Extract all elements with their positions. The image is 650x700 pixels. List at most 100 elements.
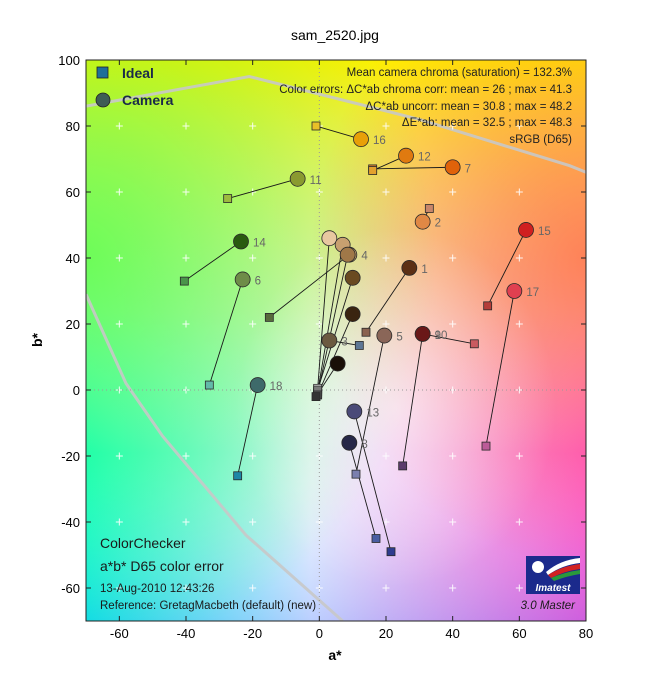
patch-label: 12 [418,152,431,164]
x-tick-label: 80 [579,626,593,641]
ideal-point [351,469,361,479]
camera-point [414,325,431,342]
y-tick-label: -60 [61,581,80,596]
grid-marker [182,122,190,130]
grid-marker [382,320,390,328]
grid-marker [515,320,523,328]
grid-marker [115,254,123,262]
camera-markers [233,131,534,451]
x-tick-label: -20 [243,626,262,641]
x-tick-label: 40 [445,626,459,641]
grid-marker [382,254,390,262]
grid-marker [515,518,523,526]
error-line [353,411,392,552]
y-tick-label: 60 [66,185,80,200]
grid-marker [449,584,457,592]
y-tick-label: -20 [61,449,80,464]
grid-marker [182,584,190,592]
ideal-point [481,441,491,451]
grid-marker [249,584,257,592]
legend-ideal-square-icon [96,66,109,79]
patch-label: 6 [255,275,261,287]
patch-label: 4 [361,251,368,263]
grid-marker [382,452,390,460]
ideal-point [424,204,434,213]
camera-point [414,213,431,230]
legend-camera-circle-icon [95,92,111,108]
camera-point [329,355,346,372]
camera-point [518,222,534,238]
grid-marker [115,188,123,196]
error-line [355,335,385,475]
error-line [365,267,410,333]
ideal-point [371,534,381,543]
grid-marker [182,188,190,196]
ideal-point [483,301,493,311]
y-tick-label: 20 [66,317,80,332]
patch-label: 18 [270,381,283,393]
error-line [317,244,344,392]
error-line [487,229,527,307]
gamut-boundary [86,293,344,621]
camera-point [344,269,361,286]
grid-marker [249,122,257,130]
patch-label: 7 [465,163,471,175]
grid-marker [449,452,457,460]
stats-chroma-uncorr: ΔC*ab uncorr: mean = 30.8 ; max = 48.2 [366,101,573,113]
error-line [317,238,330,389]
camera-point [401,259,418,276]
y-tick-label: 0 [73,383,80,398]
ideal-point [386,547,396,557]
grid-marker [115,320,123,328]
imatest-logo: Imatest [526,556,580,594]
y-axis-label: b* [29,332,45,347]
camera-point [506,283,523,299]
error-line [485,290,515,447]
patch-label: 9 [435,330,441,342]
grid-marker [249,452,257,460]
camera-point [321,332,338,349]
ideal-point [204,380,214,390]
grid-marker [382,122,390,130]
legend-camera-label: Camera [122,92,174,108]
error-line [208,279,244,386]
x-tick-label: 60 [512,626,526,641]
grid-marker [249,518,257,526]
ideal-point [361,327,371,337]
grid-marker [115,122,123,130]
ideal-markers [179,121,493,557]
grid-marker [515,122,523,130]
stats-block: Mean camera chroma (saturation) = 132.3%… [279,67,572,146]
y-tick-label: 40 [66,251,80,266]
legend-ideal-label: Ideal [122,65,154,81]
camera-point [289,170,306,187]
ideal-point [264,312,274,322]
stats-delta-e: ΔE*ab: mean = 32.5 ; max = 48.3 [402,117,572,129]
error-line [317,313,354,396]
ideal-point [469,339,479,349]
patch-label: 17 [526,287,539,299]
x-axis-ticks: -60 -40 -20 0 20 40 60 80 [110,60,593,641]
patch-label: 5 [396,332,402,344]
patch-label: 3 [341,337,347,349]
error-line [184,241,242,282]
x-tick-label: 20 [379,626,393,641]
error-line [227,178,298,200]
ideal-point [311,121,321,131]
error-line [317,254,349,394]
grid-marker [182,254,190,262]
chart-title: sam_2520.jpg [291,27,379,43]
camera-point [234,271,251,288]
grid-marker [115,518,123,526]
grid-marker [449,122,457,130]
grid-marker [515,188,523,196]
patch-label: 14 [253,238,266,250]
camera-point [341,434,358,451]
patch-label: 16 [373,135,386,147]
error-connectors [184,125,527,552]
error-line [269,254,350,318]
y-tick-label: 80 [66,119,80,134]
grid-marker [382,188,390,196]
